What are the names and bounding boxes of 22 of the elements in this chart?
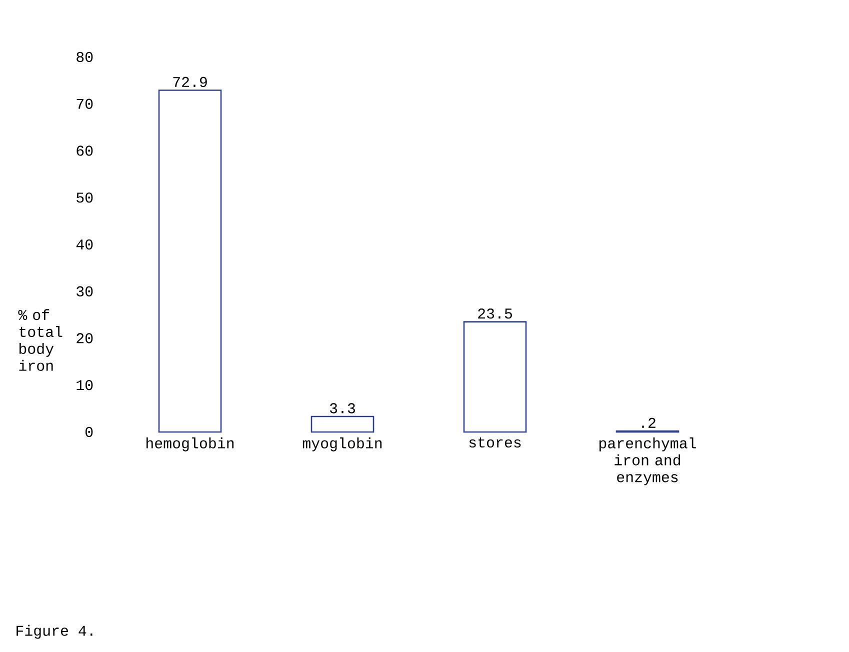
data-label: 3.3 xyxy=(330,403,356,414)
caption: Figure 4. xyxy=(16,624,92,639)
bar xyxy=(310,416,374,433)
y-tick-label: 10 xyxy=(76,380,93,390)
bar xyxy=(463,321,527,433)
y-tick-label: 60 xyxy=(76,146,93,156)
x-tick-label: parenchymal iron and enzymes xyxy=(600,437,696,486)
bar xyxy=(158,90,222,433)
y-tick-label: 30 xyxy=(76,286,93,296)
y-tick-label: 50 xyxy=(76,192,93,203)
y-tick-label: 40 xyxy=(76,239,93,250)
x-tick-label: stores xyxy=(469,437,521,448)
y-tick-label: 80 xyxy=(76,52,93,62)
y-axis-title: % of total body iron xyxy=(18,309,62,371)
x-tick-label: myoglobin xyxy=(302,437,382,452)
x-tick-label: hemoglobin xyxy=(146,437,234,452)
data-label: 23.5 xyxy=(478,308,512,319)
data-label: .2 xyxy=(642,418,656,428)
y-tick-label: 20 xyxy=(76,333,93,344)
y-tick-label: 70 xyxy=(76,98,93,109)
y-tick-label: 0 xyxy=(86,426,93,438)
data-label: 72.9 xyxy=(173,76,207,88)
